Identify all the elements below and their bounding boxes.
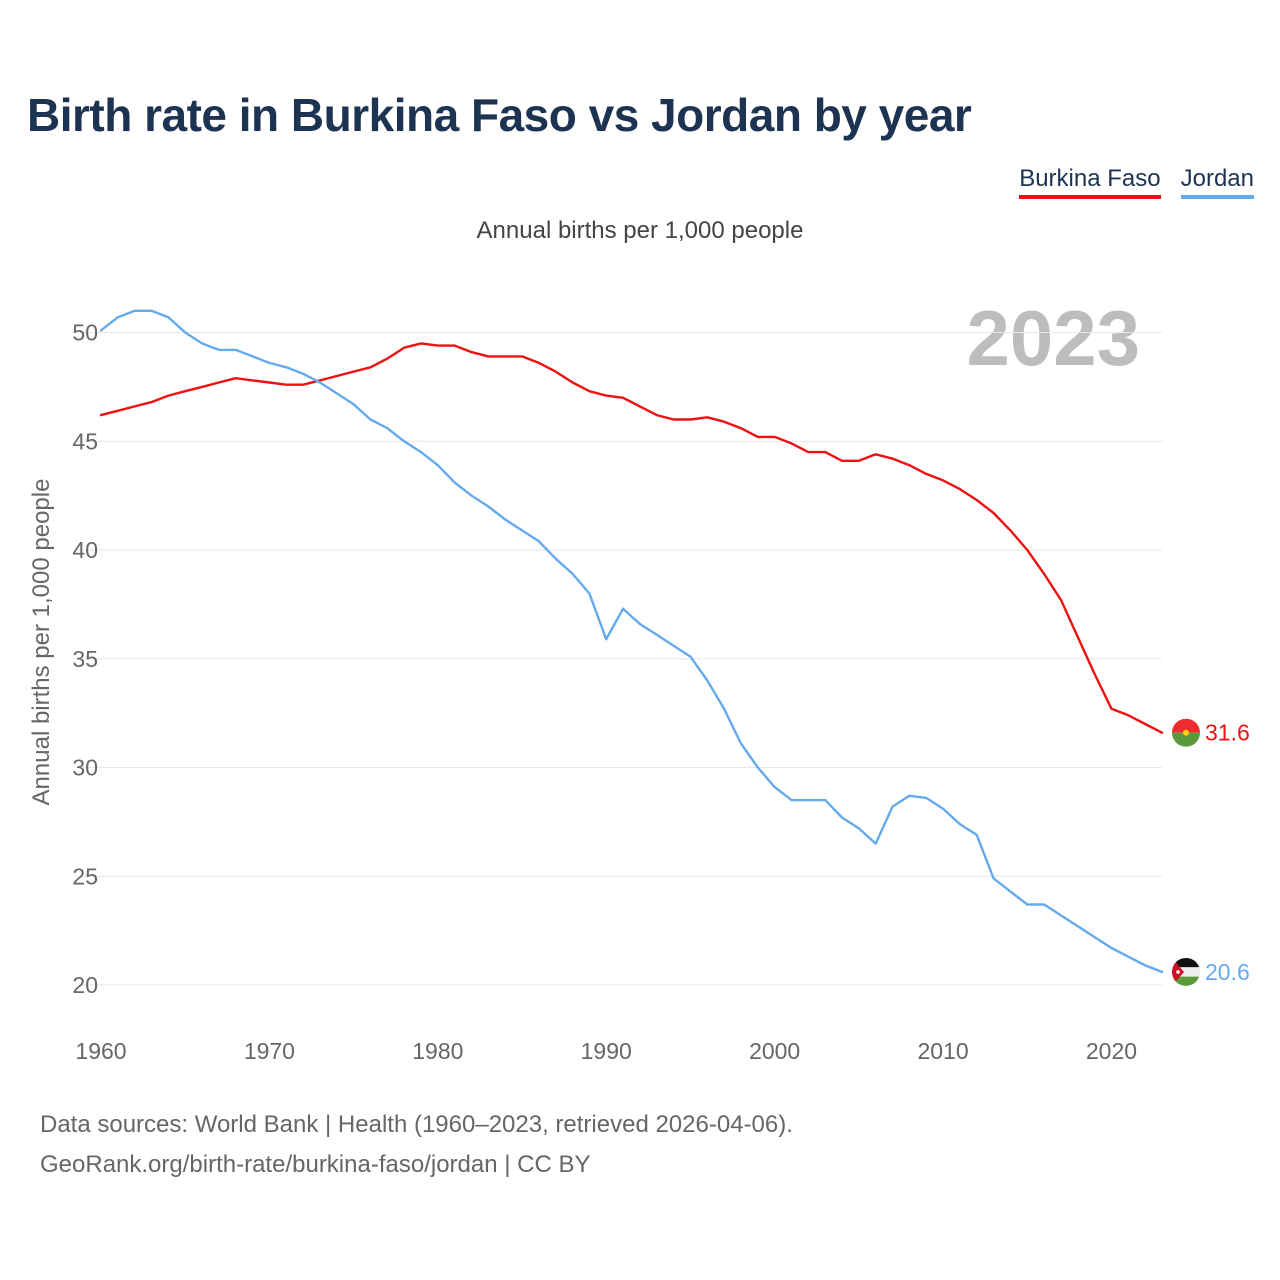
x-tick-label: 1990 (581, 1038, 632, 1064)
chart-title: Birth rate in Burkina Faso vs Jordan by … (27, 89, 972, 141)
series-line-burkina-faso (99, 342, 1164, 734)
x-tick-label: 1970 (244, 1038, 295, 1064)
x-tick-label: 2020 (1086, 1038, 1137, 1064)
y-tick-label: 40 (72, 537, 98, 563)
source-url[interactable]: GeoRank.org/birth-rate/burkina-faso/jord… (40, 1151, 591, 1178)
x-tick-label: 2000 (749, 1038, 800, 1064)
flag-icon-jordan (1172, 957, 1200, 986)
end-value-label-burkina-faso: 31.6 (1205, 720, 1250, 746)
legend: Burkina Faso Jordan (1019, 165, 1254, 199)
x-tick-label: 1960 (75, 1038, 126, 1064)
footer: Data sources: World Bank | Health (1960–… (40, 1105, 793, 1185)
end-value-label-jordan: 20.6 (1205, 959, 1250, 985)
flag-icon-burkina-faso (1172, 718, 1200, 747)
data-source-note: Data sources: World Bank | Health (1960–… (40, 1111, 793, 1138)
legend-item-jordan[interactable]: Jordan (1180, 165, 1254, 199)
chart-subtitle: Annual births per 1,000 people (476, 217, 804, 244)
y-tick-label: 45 (72, 428, 98, 454)
y-tick-label: 20 (72, 972, 98, 998)
x-tick-label: 1980 (412, 1038, 463, 1064)
y-tick-label: 50 (72, 320, 98, 346)
y-tick-label: 35 (72, 646, 98, 672)
series-line-jordan (99, 309, 1164, 974)
y-tick-label: 30 (72, 755, 98, 781)
y-tick-label: 25 (72, 863, 98, 889)
year-label: 2023 (966, 294, 1140, 382)
x-tick-label: 2010 (917, 1038, 968, 1064)
legend-item-burkina-faso[interactable]: Burkina Faso (1019, 165, 1161, 199)
